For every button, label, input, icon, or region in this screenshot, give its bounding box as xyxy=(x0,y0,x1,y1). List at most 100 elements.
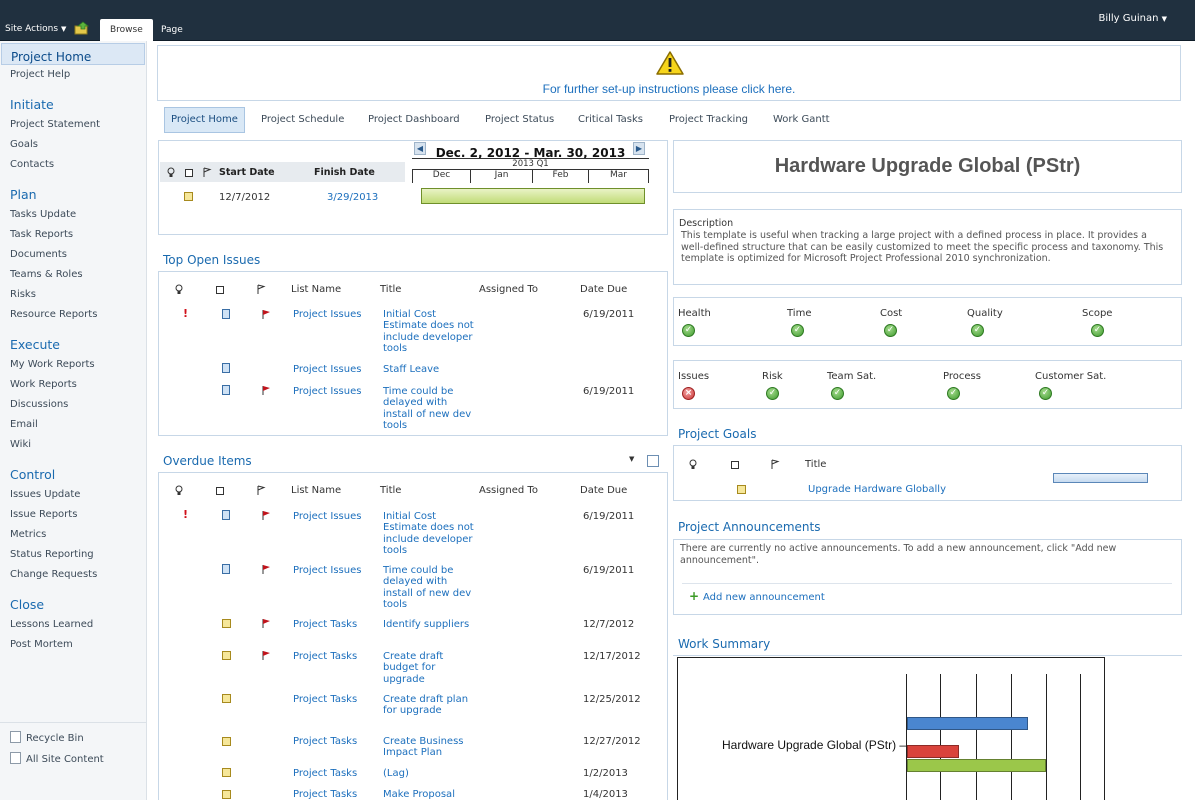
issue-title-link[interactable]: Time could be delayed with install of ne… xyxy=(383,386,472,431)
item-title-link[interactable]: Make Proposal xyxy=(383,789,455,800)
nav-link-change-requests[interactable]: Change Requests xyxy=(10,569,98,580)
date-due-header[interactable]: Date Due xyxy=(580,284,628,295)
item-title-link[interactable]: Create Business Impact Plan xyxy=(383,736,464,759)
tab-project-schedule[interactable]: Project Schedule xyxy=(261,114,345,125)
plus-icon[interactable]: + xyxy=(689,589,700,603)
nav-heading-control[interactable]: Control xyxy=(10,467,56,482)
tab-project-dashboard[interactable]: Project Dashboard xyxy=(368,114,460,125)
project-goals-title[interactable]: Project Goals xyxy=(678,427,757,441)
announcements-title[interactable]: Project Announcements xyxy=(678,520,821,534)
gantt-quarter: 2013 Q1 xyxy=(412,158,649,169)
recycle-bin-label: Recycle Bin xyxy=(26,733,84,744)
nav-link-work-reports[interactable]: Work Reports xyxy=(10,379,77,390)
nav-link-discussions[interactable]: Discussions xyxy=(10,399,69,410)
nav-link-contacts[interactable]: Contacts xyxy=(10,159,55,170)
nav-heading-initiate[interactable]: Initiate xyxy=(10,97,54,112)
nav-link-my-work-reports[interactable]: My Work Reports xyxy=(10,359,95,370)
tab-critical-tasks[interactable]: Critical Tasks xyxy=(578,114,643,125)
site-actions-menu[interactable]: Site Actions ▼ xyxy=(5,24,66,34)
nav-link-documents[interactable]: Documents xyxy=(10,249,68,260)
list-name-header[interactable]: List Name xyxy=(291,284,342,295)
tab-work-gantt[interactable]: Work Gantt xyxy=(773,114,830,125)
list-name-link[interactable]: Project Tasks xyxy=(293,694,358,705)
user-menu[interactable]: Billy Guinan ▼ xyxy=(1098,13,1167,24)
overdue-title[interactable]: Overdue Items xyxy=(163,454,252,468)
nav-link-metrics[interactable]: Metrics xyxy=(10,529,47,540)
list-name-link[interactable]: Project Tasks xyxy=(293,768,358,779)
nav-link-teams-roles[interactable]: Teams & Roles xyxy=(10,269,83,280)
tab-project-status[interactable]: Project Status xyxy=(485,114,555,125)
nav-project-home[interactable]: Project Home xyxy=(1,43,145,65)
description-label: Description xyxy=(679,218,734,229)
finish-date-link[interactable]: 3/29/2013 xyxy=(327,192,379,203)
chevron-down-icon: ▼ xyxy=(1161,15,1167,23)
list-name-link[interactable]: Project Tasks xyxy=(293,789,358,800)
nav-link-lessons-learned[interactable]: Lessons Learned xyxy=(10,619,94,630)
nav-link-project-statement[interactable]: Project Statement xyxy=(10,119,101,130)
nav-link-issues-update[interactable]: Issues Update xyxy=(10,489,81,500)
overdue-menu-icon[interactable]: ▼ xyxy=(629,455,635,463)
date-due-header[interactable]: Date Due xyxy=(580,485,628,496)
list-name-link[interactable]: Project Issues xyxy=(293,386,362,397)
issue-title-link[interactable]: Staff Leave xyxy=(383,364,440,375)
nav-project-help[interactable]: Project Help xyxy=(10,69,71,80)
nav-link-wiki[interactable]: Wiki xyxy=(10,439,32,450)
work-summary-chart: Hardware Upgrade Global (PStr) – xyxy=(677,657,1105,800)
nav-link-task-reports[interactable]: Task Reports xyxy=(10,229,74,240)
item-title-link[interactable]: Initial Cost Estimate does not include d… xyxy=(383,511,474,556)
overdue-select-checkbox[interactable] xyxy=(647,455,659,467)
assigned-to-header[interactable]: Assigned To xyxy=(479,485,538,496)
checkbox-icon xyxy=(216,487,224,495)
work-summary-title[interactable]: Work Summary xyxy=(678,637,771,651)
list-name-link[interactable]: Project Issues xyxy=(293,511,362,522)
tab-page[interactable]: Page xyxy=(161,25,183,35)
nav-heading-plan[interactable]: Plan xyxy=(10,187,37,202)
date-due: 6/19/2011 xyxy=(583,565,635,576)
list-name-link[interactable]: Project Tasks xyxy=(293,619,358,630)
nav-link-issue-reports[interactable]: Issue Reports xyxy=(10,509,78,520)
finish-date-header[interactable]: Finish Date xyxy=(314,167,375,178)
list-name-header[interactable]: List Name xyxy=(291,485,342,496)
assigned-to-header[interactable]: Assigned To xyxy=(479,284,538,295)
list-name-link[interactable]: Project Issues xyxy=(293,309,362,320)
item-title-link[interactable]: Identify suppliers xyxy=(383,619,470,630)
list-name-link[interactable]: Project Tasks xyxy=(293,651,358,662)
nav-link-post-mortem[interactable]: Post Mortem xyxy=(10,639,73,650)
navigate-up-icon[interactable] xyxy=(74,21,90,35)
indicator-label: Issues xyxy=(678,371,710,382)
nav-link-status-reporting[interactable]: Status Reporting xyxy=(10,549,94,560)
issue-title-link[interactable]: Initial Cost Estimate does not include d… xyxy=(383,309,474,354)
item-title-link[interactable]: (Lag) xyxy=(383,768,409,779)
list-name-link[interactable]: Project Issues xyxy=(293,364,362,375)
tab-project-home[interactable]: Project Home xyxy=(164,107,245,133)
list-name-link[interactable]: Project Issues xyxy=(293,565,362,576)
item-title-link[interactable]: Create draft budget for upgrade xyxy=(383,651,444,685)
nav-link-risks[interactable]: Risks xyxy=(10,289,36,300)
nav-all-site-content[interactable]: All Site Content xyxy=(10,752,104,765)
tab-project-tracking[interactable]: Project Tracking xyxy=(669,114,749,125)
top-issues-title[interactable]: Top Open Issues xyxy=(163,253,261,267)
gantt-prev-button[interactable]: ◀ xyxy=(414,142,426,155)
gantt-bar[interactable] xyxy=(421,188,645,204)
gantt-next-button[interactable]: ▶ xyxy=(633,142,645,155)
item-title-link[interactable]: Time could be delayed with install of ne… xyxy=(383,565,472,610)
goal-title-header[interactable]: Title xyxy=(805,459,827,470)
add-announcement-link[interactable]: Add new announcement xyxy=(703,592,825,603)
tab-browse[interactable]: Browse xyxy=(100,19,153,41)
nav-heading-execute[interactable]: Execute xyxy=(10,337,60,352)
list-name-link[interactable]: Project Tasks xyxy=(293,736,358,747)
start-date-header[interactable]: Start Date xyxy=(219,167,275,178)
nav-heading-close[interactable]: Close xyxy=(10,597,45,612)
nav-link-resource-reports[interactable]: Resource Reports xyxy=(10,309,98,320)
item-title-link[interactable]: Create draft plan for upgrade xyxy=(383,694,469,717)
title-header[interactable]: Title xyxy=(380,284,402,295)
goal-title-link[interactable]: Upgrade Hardware Globally xyxy=(808,484,946,495)
nav-recycle-bin[interactable]: Recycle Bin xyxy=(10,731,84,744)
nav-link-goals[interactable]: Goals xyxy=(10,139,38,150)
title-header[interactable]: Title xyxy=(380,485,402,496)
setup-instructions-link[interactable]: For further set-up instructions please c… xyxy=(542,82,796,96)
start-date: 12/7/2012 xyxy=(219,192,271,203)
nav-link-tasks-update[interactable]: Tasks Update xyxy=(10,209,77,220)
nav-link-email[interactable]: Email xyxy=(10,419,38,430)
chart-bar-planned xyxy=(907,759,1046,772)
